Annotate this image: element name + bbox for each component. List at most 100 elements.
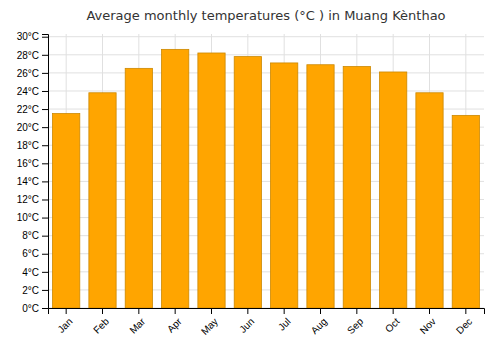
tick: Mar	[127, 308, 147, 336]
tick: 6°C	[22, 248, 48, 259]
tick: 10°C	[17, 212, 48, 223]
tick-label: 12°C	[17, 194, 39, 205]
tick-label: Mar	[127, 315, 147, 335]
tick-mark	[247, 308, 248, 314]
tick-mark	[42, 181, 48, 182]
tick-label: 0°C	[22, 303, 39, 314]
tick-mark	[42, 109, 48, 110]
tick: 4°C	[22, 267, 48, 278]
tick: Jun	[237, 308, 256, 335]
tick: May	[199, 308, 220, 337]
bar	[89, 93, 116, 308]
tick-label: 4°C	[22, 267, 39, 278]
tick-label: Feb	[91, 315, 111, 335]
bar	[307, 65, 334, 308]
tick-mark	[42, 37, 48, 38]
tick-mark	[320, 308, 321, 314]
grid-line	[48, 54, 484, 55]
tick: 16°C	[17, 158, 48, 169]
bar	[162, 49, 189, 308]
tick-label: 6°C	[22, 248, 39, 259]
bar	[343, 67, 370, 308]
tick: 8°C	[22, 230, 48, 241]
grid-line	[48, 36, 484, 37]
tick: 22°C	[17, 104, 48, 115]
tick-mark	[66, 308, 67, 314]
tick: Oct	[383, 308, 402, 335]
tick-mark	[42, 308, 48, 309]
tick-label: 18°C	[17, 140, 39, 151]
tick-mark	[102, 308, 103, 314]
tick: Dec	[454, 308, 474, 336]
bar	[452, 115, 479, 308]
tick-mark	[393, 308, 394, 314]
grid-line	[48, 90, 484, 91]
tick-label: Dec	[454, 316, 474, 336]
grid	[48, 34, 484, 308]
title: Average monthly temperatures (°C ) in Mu…	[86, 8, 445, 23]
bar	[271, 63, 298, 308]
tick: 18°C	[17, 140, 48, 151]
tick-label: 20°C	[17, 122, 39, 133]
tick: Feb	[91, 308, 111, 336]
tick-mark	[284, 308, 285, 314]
grid-line	[48, 72, 484, 73]
tick-mark	[42, 254, 48, 255]
tick-label: 2°C	[22, 285, 39, 296]
bar	[198, 53, 225, 308]
tick: 12°C	[17, 194, 48, 205]
tick-label: 10°C	[17, 212, 39, 223]
tick-mark	[42, 145, 48, 146]
tick-label: 24°C	[17, 86, 39, 97]
tick: 2°C	[22, 285, 48, 296]
tick-mark	[42, 73, 48, 74]
tick-label: Sep	[345, 315, 366, 336]
bar	[380, 72, 407, 308]
bar	[234, 57, 261, 308]
tick-mark	[42, 290, 48, 291]
tick: 30°C	[17, 31, 48, 42]
tick-mark	[42, 199, 48, 200]
tick: Sep	[345, 308, 366, 336]
tick: Jul	[276, 308, 293, 333]
tick-label: 16°C	[17, 158, 39, 169]
tick-mark	[42, 218, 48, 219]
tick-label: Jun	[237, 316, 256, 335]
tick-mark	[42, 163, 48, 164]
tick: 14°C	[17, 176, 48, 187]
tick-label: May	[199, 316, 220, 337]
tick-mark	[42, 55, 48, 56]
tick-mark	[42, 272, 48, 273]
tick: Apr	[165, 308, 184, 335]
tick-mark	[138, 308, 139, 314]
tick-label: Jan	[55, 316, 74, 335]
tick: 20°C	[17, 122, 48, 133]
tick-mark	[42, 127, 48, 128]
tick-mark	[465, 308, 466, 314]
tick-mark	[42, 236, 48, 237]
tick-label: Oct	[383, 316, 402, 335]
tick-label: 28°C	[17, 49, 39, 60]
bar	[416, 93, 443, 308]
tick: 24°C	[17, 86, 48, 97]
tick-label: 30°C	[17, 31, 39, 42]
tick-label: 8°C	[22, 230, 39, 241]
tick-mark	[356, 308, 357, 314]
tick-label: 22°C	[17, 104, 39, 115]
bar	[125, 68, 152, 308]
tick-label: 26°C	[17, 68, 39, 79]
bar	[53, 114, 80, 308]
tick: Aug	[309, 308, 329, 336]
tick-mark	[42, 91, 48, 92]
x-axis: Jan Feb Mar Apr May Jun Jul Aug Sep Oct Nov Dec	[49, 308, 485, 337]
chart: 0°C 2°C 4°C 6°C 8°C 10°C 12°C 14°C 16°C 18°C 20°C 2…	[0, 0, 500, 350]
tick: 0°C	[22, 303, 48, 314]
axis-line	[49, 309, 485, 315]
tick-label: Aug	[309, 316, 329, 336]
bars	[53, 49, 480, 308]
tick: 28°C	[17, 49, 48, 60]
tick-label: Nov	[418, 316, 438, 336]
tick: Nov	[418, 308, 438, 336]
y-axis: 0°C 2°C 4°C 6°C 8°C 10°C 12°C 14°C 16°C 18°C 20°C 2…	[17, 31, 49, 313]
tick-mark	[429, 308, 430, 314]
